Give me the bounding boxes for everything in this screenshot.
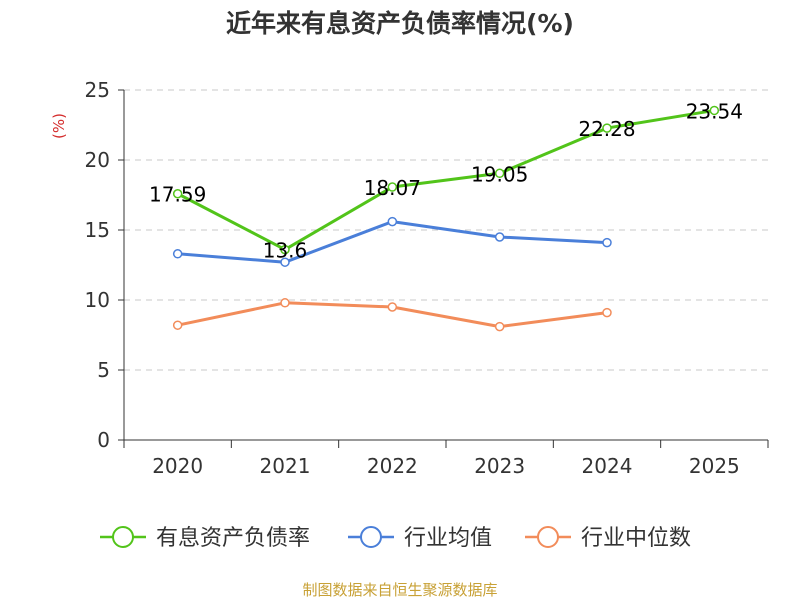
data-point-1-2022[interactable] [387, 216, 398, 227]
y-tick-label-10: 10 [85, 288, 110, 312]
data-label-2020: 17.59 [149, 183, 206, 207]
legend-swatch-marker [360, 526, 382, 548]
data-point-0-2025[interactable] [709, 105, 720, 116]
x-tick-label-2023: 2023 [474, 454, 525, 478]
data-point-2-2020[interactable] [172, 320, 183, 330]
y-tick-label-25: 25 [85, 78, 110, 102]
data-point-0-2022[interactable] [387, 182, 398, 192]
y-tick-label-5: 5 [97, 358, 110, 382]
data-label-2025: 23.54 [686, 99, 743, 123]
data-point-1-2024[interactable] [602, 237, 612, 248]
legend[interactable]: 有息资产负债率 行业均值 行业中位数 [100, 526, 691, 551]
legend-swatch-marker [537, 526, 559, 548]
x-tick-label-2024: 2024 [582, 454, 633, 478]
data-label-2024: 22.28 [578, 117, 635, 141]
legend-label: 行业中位数 [581, 526, 691, 551]
legend-label: 行业均值 [404, 526, 492, 551]
data-label-2021: 13.6 [263, 239, 308, 263]
data-point-2-2022[interactable] [387, 302, 398, 312]
y-axis-label: (%) [50, 113, 68, 139]
legend-item-2[interactable]: 行业中位数 [525, 526, 691, 551]
data-point-1-2023[interactable] [494, 232, 505, 242]
x-tick-label-2022: 2022 [367, 454, 418, 478]
y-tick-label-0: 0 [97, 428, 110, 452]
data-point-0-2021[interactable] [280, 244, 290, 255]
x-tick-label-2021: 2021 [260, 454, 311, 478]
data-point-1-2021[interactable] [280, 257, 290, 267]
chart-title: 近年来有息资产负债率情况(%) [226, 9, 574, 38]
y-tick-label-20: 20 [85, 148, 110, 172]
data-point-1-2020[interactable] [172, 249, 183, 259]
y-tick-label-15: 15 [85, 218, 110, 242]
data-point-0-2024[interactable] [602, 123, 612, 133]
legend-swatch-marker [112, 526, 134, 548]
legend-label: 有息资产负债率 [156, 526, 310, 551]
data-point-0-2020[interactable] [172, 188, 183, 199]
data-label-2023: 19.05 [471, 162, 528, 186]
series-line-0 [176, 108, 715, 252]
data-point-2-2021[interactable] [280, 298, 290, 308]
data-point-0-2023[interactable] [494, 168, 505, 179]
data-labels: 17.59 13.6 18.07 19.05 22.28 23.54 [149, 99, 743, 262]
x-tick-label-2020: 2020 [152, 454, 203, 478]
data-point-2-2023[interactable] [494, 321, 505, 332]
legend-item-0[interactable]: 有息资产负债率 [100, 526, 310, 551]
data-label-2022: 18.07 [364, 176, 421, 200]
legend-item-1[interactable]: 行业均值 [348, 526, 492, 551]
data-point-2-2024[interactable] [602, 307, 612, 318]
series-group [172, 105, 720, 332]
x-tick-label-2025: 2025 [689, 454, 740, 478]
source-note: 制图数据来自恒生聚源数据库 [302, 581, 497, 599]
